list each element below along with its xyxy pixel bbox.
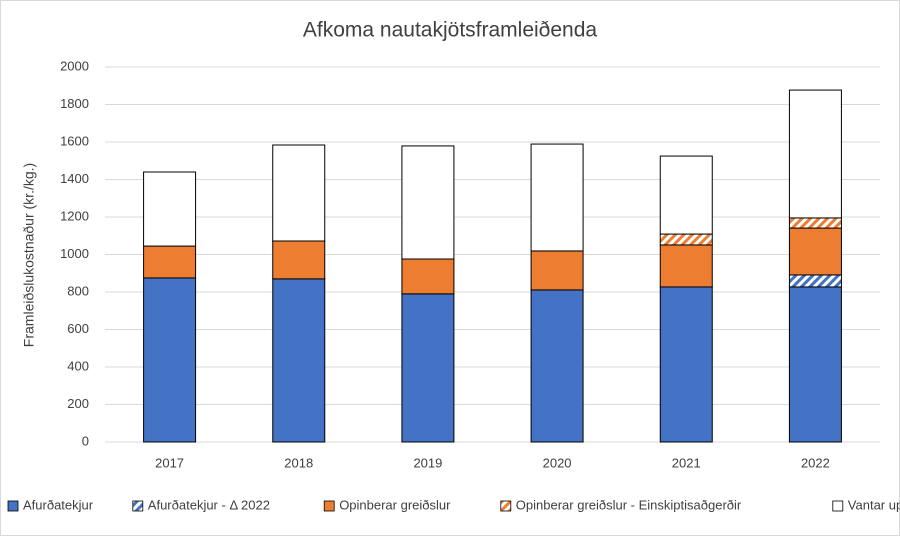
bar-segment <box>530 289 584 443</box>
bar-segment <box>530 250 584 291</box>
bar-segment <box>143 171 197 247</box>
bar-segment <box>788 274 842 288</box>
bar-segment <box>401 258 455 295</box>
legend-label: Opinberar greiðslur <box>339 497 451 512</box>
legend-label: Afurðatekjur - Δ 2022 <box>148 497 270 512</box>
y-tick-label: 200 <box>67 396 89 411</box>
legend-label: Afurðatekjur <box>23 497 94 512</box>
x-tick-label: 2017 <box>155 455 184 470</box>
bar-segment <box>143 245 197 279</box>
legend-swatch <box>132 500 144 512</box>
y-tick-label: 1800 <box>60 96 89 111</box>
legend-swatch <box>500 500 512 512</box>
x-tick-label: 2022 <box>801 455 830 470</box>
y-tick-label: 1400 <box>60 171 89 186</box>
y-tick-label: 1600 <box>60 133 89 148</box>
x-tick-label: 2018 <box>284 455 313 470</box>
chart-title: Afkoma nautakjötsframleiðenda <box>303 19 597 42</box>
legend-swatch <box>832 500 844 512</box>
y-tick-label: 2000 <box>60 58 89 73</box>
y-axis-label: Framleiðslukostnaður (kr./kg.) <box>21 163 37 347</box>
y-tick-label: 1000 <box>60 246 89 261</box>
bar-segment <box>401 145 455 260</box>
bar-segment <box>530 143 584 252</box>
y-tick-label: 600 <box>67 321 89 336</box>
x-tick-label: 2019 <box>413 455 442 470</box>
x-tick-label: 2020 <box>543 455 572 470</box>
bar-segment <box>788 227 842 276</box>
bar-segment <box>659 233 713 246</box>
bar-segment <box>788 217 842 229</box>
bar-segment <box>659 155 713 235</box>
legend-label: Vantar upp í kostnað <box>848 497 900 512</box>
bar-segment <box>272 144 326 242</box>
legend-swatch <box>7 500 19 512</box>
y-tick-label: 400 <box>67 358 89 373</box>
bar-segment <box>659 286 713 443</box>
bar-segment <box>401 293 455 443</box>
bar-segment <box>788 286 842 443</box>
bar-segment <box>143 277 197 443</box>
y-tick-label: 0 <box>82 433 89 448</box>
y-tick-label: 1200 <box>60 208 89 223</box>
legend-label: Opinberar greiðslur - Einskiptisaðgerðir <box>516 497 742 512</box>
bar-segment <box>659 244 713 288</box>
y-tick-label: 800 <box>67 283 89 298</box>
x-tick-label: 2021 <box>672 455 701 470</box>
bar-segment <box>788 89 842 219</box>
bar-segment <box>272 278 326 443</box>
legend-swatch <box>323 500 335 512</box>
bar-segment <box>272 240 326 280</box>
